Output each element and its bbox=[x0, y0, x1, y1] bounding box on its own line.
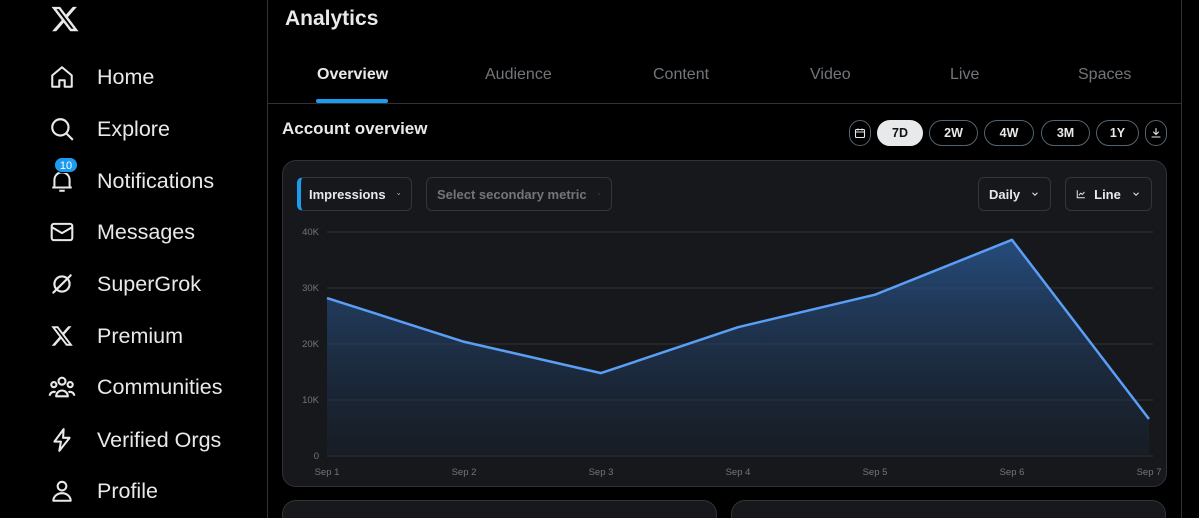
impressions-area bbox=[327, 239, 1149, 456]
x-logo-icon[interactable] bbox=[50, 4, 80, 34]
x-tick-label: Sep 7 bbox=[1137, 467, 1162, 478]
line-chart-icon bbox=[1076, 190, 1085, 199]
x-tick-label: Sep 3 bbox=[589, 467, 614, 478]
sidebar-item-label: Premium bbox=[97, 323, 184, 348]
x-tick-label: Sep 5 bbox=[863, 467, 888, 478]
sidebar-item-label: Home bbox=[97, 64, 155, 89]
tab-content[interactable]: Content bbox=[653, 66, 710, 83]
data-point[interactable] bbox=[321, 292, 333, 304]
x-tick-label: Sep 2 bbox=[452, 467, 477, 478]
data-point[interactable] bbox=[1143, 413, 1155, 425]
sidebar-item-messages[interactable]: Messages bbox=[48, 212, 195, 252]
download-icon bbox=[1151, 127, 1161, 138]
primary-metric-label: Impressions bbox=[309, 186, 386, 202]
chart-type-label: Line bbox=[1094, 186, 1121, 202]
primary-metric-dropdown[interactable]: Impressions bbox=[297, 177, 412, 211]
granularity-label: Daily bbox=[989, 186, 1021, 202]
granularity-dropdown[interactable]: Daily bbox=[978, 177, 1051, 211]
sidebar: Home Explore 10 Notifications Messages S… bbox=[0, 0, 268, 518]
sidebar-item-home[interactable]: Home bbox=[48, 57, 154, 97]
data-point[interactable] bbox=[1006, 234, 1018, 246]
sidebar-item-label: Verified Orgs bbox=[97, 427, 222, 452]
chart-type-dropdown[interactable]: Line bbox=[1065, 177, 1152, 211]
sidebar-item-label: Communities bbox=[97, 374, 223, 399]
secondary-metric-placeholder: Select secondary metric bbox=[437, 186, 587, 202]
bottom-card-left bbox=[282, 500, 717, 518]
tab-live[interactable]: Live bbox=[950, 66, 980, 83]
grok-icon bbox=[48, 270, 76, 298]
sidebar-item-communities[interactable]: Communities bbox=[48, 367, 222, 407]
sidebar-item-supergrok[interactable]: SuperGrok bbox=[48, 264, 201, 304]
sidebar-item-verified-orgs[interactable]: Verified Orgs bbox=[48, 420, 221, 460]
sidebar-item-label: SuperGrok bbox=[97, 271, 201, 296]
search-icon bbox=[48, 115, 76, 143]
page-title: Analytics bbox=[285, 7, 379, 30]
y-tick-label: 0 bbox=[314, 451, 319, 462]
people-icon bbox=[48, 373, 76, 401]
range-1y-button[interactable]: 1Y bbox=[1096, 120, 1139, 146]
sidebar-item-explore[interactable]: Explore bbox=[48, 109, 170, 149]
tab-overview[interactable]: Overview bbox=[317, 66, 389, 83]
chevron-down-icon bbox=[396, 193, 400, 196]
secondary-metric-dropdown[interactable]: Select secondary metric bbox=[426, 177, 612, 211]
impressions-chart: 0 10K 20K 30K 40K Sep 1 Sep 2 Sep 3 Sep 4 Sep 5 Se… bbox=[302, 227, 1162, 478]
x-tick-label: Sep 6 bbox=[1000, 467, 1025, 478]
y-tick-label: 40K bbox=[302, 227, 320, 238]
envelope-icon bbox=[48, 218, 76, 246]
tab-audience[interactable]: Audience bbox=[485, 66, 552, 83]
x-tick-label: Sep 4 bbox=[726, 467, 751, 478]
data-point[interactable] bbox=[732, 321, 744, 333]
bell-icon: 10 bbox=[48, 157, 78, 195]
y-tick-label: 30K bbox=[302, 283, 320, 294]
sidebar-item-label: Explore bbox=[97, 116, 170, 141]
main-content: Analytics Overview Audience Content Vide… bbox=[268, 0, 1182, 518]
range-7d-button[interactable]: 7D bbox=[877, 120, 923, 146]
data-point[interactable] bbox=[595, 367, 607, 379]
calendar-icon bbox=[854, 128, 866, 139]
y-tick-label: 20K bbox=[302, 339, 320, 350]
sidebar-item-profile[interactable]: Profile bbox=[48, 471, 158, 511]
sidebar-item-label: Profile bbox=[97, 478, 158, 503]
tab-spaces[interactable]: Spaces bbox=[1078, 66, 1132, 83]
notification-badge: 10 bbox=[54, 157, 78, 173]
x-logo-icon bbox=[48, 322, 76, 350]
person-icon bbox=[48, 477, 76, 505]
tab-video[interactable]: Video bbox=[810, 66, 851, 83]
sidebar-item-label: Notifications bbox=[97, 168, 215, 193]
impressions-series-line bbox=[326, 238, 1150, 420]
chevron-down-icon bbox=[1133, 192, 1139, 196]
y-tick-label: 10K bbox=[302, 395, 320, 406]
chart-card: 0 10K 20K 30K 40K Sep 1 Sep 2 Sep 3 Sep 4 Sep 5 Se… bbox=[282, 160, 1167, 487]
data-point[interactable] bbox=[869, 289, 881, 301]
sidebar-item-premium[interactable]: Premium bbox=[48, 316, 183, 356]
tab-bar: Overview Audience Content Video Live Spa… bbox=[268, 52, 1182, 104]
active-tab-indicator bbox=[316, 99, 388, 103]
x-tick-label: Sep 1 bbox=[315, 467, 340, 478]
range-4w-button[interactable]: 4W bbox=[984, 120, 1034, 146]
range-2w-button[interactable]: 2W bbox=[929, 120, 978, 146]
calendar-button[interactable] bbox=[849, 120, 871, 146]
chevron-down-icon bbox=[1032, 192, 1038, 196]
range-3m-button[interactable]: 3M bbox=[1041, 120, 1090, 146]
home-icon bbox=[48, 63, 76, 91]
download-button[interactable] bbox=[1145, 120, 1167, 146]
sidebar-item-label: Messages bbox=[97, 219, 195, 244]
lightning-icon bbox=[48, 426, 76, 454]
sidebar-item-notifications[interactable]: 10 Notifications bbox=[48, 157, 215, 201]
chevron-down-icon bbox=[597, 193, 601, 195]
bottom-card-right bbox=[731, 500, 1166, 518]
section-title: Account overview bbox=[282, 119, 428, 138]
data-point[interactable] bbox=[458, 336, 470, 348]
